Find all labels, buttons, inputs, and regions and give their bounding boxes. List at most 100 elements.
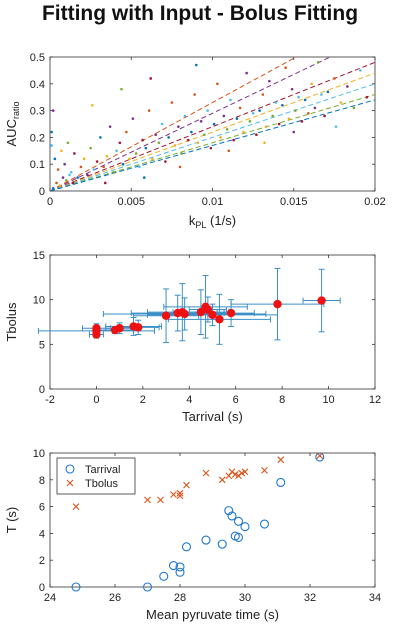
x-marker-stroke xyxy=(72,503,80,510)
data-point xyxy=(115,324,124,333)
x-marker-stroke xyxy=(241,468,249,476)
tbolus-point xyxy=(183,481,190,489)
data-point xyxy=(108,125,112,128)
tarrival-point xyxy=(201,535,211,545)
data-point xyxy=(307,111,310,115)
tarrival-point xyxy=(276,477,286,488)
data-point xyxy=(209,146,213,150)
x-tick-label: -2 xyxy=(45,394,55,406)
tarrival-point xyxy=(181,542,192,552)
data-point xyxy=(73,152,76,155)
data-point xyxy=(313,106,317,110)
data-point xyxy=(61,176,65,179)
data-point xyxy=(125,130,128,134)
data-point xyxy=(300,120,304,123)
y-tick-label: 6 xyxy=(39,502,45,514)
data-point xyxy=(86,173,89,177)
x-tick-label: 0.015 xyxy=(280,196,308,208)
data-point xyxy=(263,141,266,145)
fit-line xyxy=(50,57,298,191)
data-point xyxy=(69,170,73,174)
data-point xyxy=(227,149,231,153)
x-marker-stroke xyxy=(144,496,151,504)
data-point xyxy=(92,324,101,333)
x-marker-stroke xyxy=(157,496,164,504)
data-point xyxy=(287,117,291,120)
data-point xyxy=(297,95,300,99)
x-tick-label: 30 xyxy=(239,592,251,604)
data-point xyxy=(154,133,157,137)
y-tick-label: 0.2 xyxy=(30,132,45,144)
data-point xyxy=(190,130,193,134)
tbolus-point xyxy=(277,456,285,464)
data-point xyxy=(284,66,287,70)
tbolus-point xyxy=(202,469,210,477)
data-point xyxy=(56,168,60,171)
y-tick-label: 2 xyxy=(39,555,45,567)
tbolus-point xyxy=(72,503,80,510)
data-point xyxy=(147,109,151,112)
data-point xyxy=(170,101,174,104)
data-point xyxy=(99,136,102,139)
data-point xyxy=(183,114,187,118)
data-point xyxy=(226,308,236,318)
data-point xyxy=(219,136,222,139)
x-tick-label: 26 xyxy=(109,592,121,604)
data-point xyxy=(292,130,296,134)
y-tick-label: 0 xyxy=(39,384,45,396)
y-tick-label: 0 xyxy=(39,186,45,198)
data-point xyxy=(149,77,153,80)
data-point xyxy=(63,162,66,166)
data-point xyxy=(51,109,55,112)
fit-line xyxy=(50,99,375,191)
x-tick-label: 0 xyxy=(93,394,99,406)
tarrival-point xyxy=(175,562,185,572)
data-point xyxy=(264,125,268,128)
x-marker-stroke xyxy=(176,492,184,500)
data-point xyxy=(120,87,123,91)
x-tick-label: 28 xyxy=(174,592,186,604)
tarrival-point xyxy=(224,506,234,516)
data-point xyxy=(238,106,242,110)
data-point xyxy=(95,160,99,163)
data-point xyxy=(134,323,143,332)
data-point xyxy=(180,152,183,155)
data-point xyxy=(68,173,71,177)
y-axis-label: Tbolus xyxy=(4,302,19,342)
data-point xyxy=(58,184,62,187)
legend-box xyxy=(56,457,136,495)
data-point xyxy=(215,315,224,324)
data-point xyxy=(112,170,115,174)
x-tick-label: 32 xyxy=(304,592,316,604)
data-point xyxy=(92,168,96,171)
y-tick-label: 4 xyxy=(39,528,45,540)
data-point xyxy=(164,160,167,163)
tarrival-point xyxy=(240,522,250,532)
data-point xyxy=(365,95,369,99)
y-tick-label: 8 xyxy=(39,475,45,487)
data-point xyxy=(273,299,282,309)
data-point xyxy=(51,187,55,190)
y-axis-label: T (s) xyxy=(4,507,19,533)
x-marker-stroke xyxy=(261,467,268,474)
fit-line xyxy=(50,72,375,191)
tbolus-point xyxy=(144,496,151,504)
data-point xyxy=(103,181,107,185)
data-point xyxy=(245,71,248,75)
x-tick-label: 0.02 xyxy=(364,196,385,208)
legend-label: Tarrival xyxy=(85,464,120,476)
data-point xyxy=(277,122,281,126)
data-point xyxy=(242,130,245,134)
data-point xyxy=(115,149,118,153)
x-tick-label: 34 xyxy=(369,592,381,604)
tarrival-point xyxy=(233,532,244,542)
legend: Tarrival Tbolus xyxy=(56,457,136,495)
data-point xyxy=(281,103,284,107)
plot-frame xyxy=(49,56,376,192)
data-point xyxy=(212,122,216,126)
data-point xyxy=(323,114,326,118)
data-point xyxy=(76,176,79,179)
fit-line xyxy=(50,61,375,191)
data-point xyxy=(258,109,261,112)
